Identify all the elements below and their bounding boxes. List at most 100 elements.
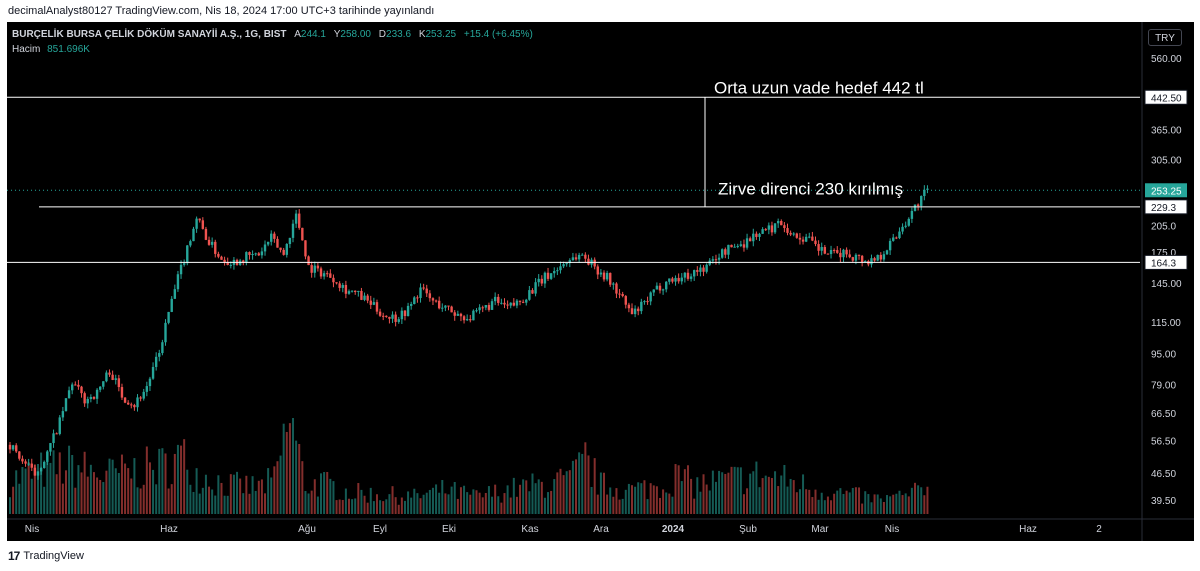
- price-axis-badge: [1144, 199, 1188, 215]
- candle-body: [248, 252, 251, 255]
- volume-bar: [46, 451, 49, 514]
- volume-legend: Hacim 851.696K: [12, 44, 90, 55]
- volume-bar: [730, 466, 733, 514]
- volume-bar: [820, 492, 823, 514]
- volume-bar: [407, 491, 410, 514]
- candle-body: [649, 292, 652, 302]
- volume-bar: [176, 444, 179, 514]
- price-axis-label: 205.0: [1151, 222, 1176, 233]
- candle-body: [615, 283, 618, 294]
- volume-bar: [167, 488, 170, 514]
- candle-body: [357, 290, 360, 292]
- candle-body: [780, 220, 783, 226]
- volume-bar: [354, 498, 357, 514]
- volume-bar: [848, 492, 851, 514]
- candle-body: [668, 278, 671, 282]
- candle-body: [640, 301, 643, 312]
- candle-body: [285, 244, 288, 255]
- volume-bar: [587, 455, 590, 514]
- price-axis-label: 175.0: [1151, 248, 1176, 259]
- volume-bar: [148, 462, 151, 514]
- candle-body: [745, 238, 749, 248]
- time-axis-label: Haz: [1019, 524, 1037, 535]
- volume-bar: [469, 494, 472, 514]
- candle-body: [562, 264, 565, 267]
- candlestick-chart[interactable]: Orta uzun vade hedef 442 tl Zirve direnci…: [7, 22, 1194, 541]
- candle-body: [39, 468, 43, 472]
- volume-bar: [89, 464, 92, 514]
- candle-body: [204, 228, 208, 240]
- candle-body: [341, 284, 344, 288]
- volume-bar: [142, 484, 145, 514]
- candle-body: [693, 270, 696, 277]
- volume-bar: [223, 495, 226, 514]
- candle-body: [310, 265, 313, 273]
- candle-body: [627, 304, 631, 309]
- candle-body: [102, 381, 105, 387]
- candle-body: [229, 264, 233, 266]
- volume-bar: [634, 486, 637, 514]
- candle-body: [773, 223, 777, 233]
- candle-body: [665, 281, 668, 290]
- candle-body: [503, 302, 506, 305]
- candle-body: [98, 386, 102, 390]
- candle-body: [546, 272, 550, 279]
- volume-bar: [139, 488, 142, 514]
- volume-bar: [295, 440, 298, 514]
- candle-body: [540, 278, 544, 284]
- volume-bar: [341, 499, 344, 514]
- candle-body: [493, 296, 497, 302]
- candle-body: [478, 307, 481, 311]
- candle-body: [714, 259, 718, 261]
- candle-body: [251, 253, 254, 255]
- candle-body: [301, 227, 304, 241]
- candle-body: [901, 226, 904, 232]
- candle-body: [923, 189, 926, 197]
- volume-bar: [786, 486, 789, 514]
- volume-bar: [571, 460, 574, 514]
- candle-body: [378, 311, 382, 316]
- candle-body: [257, 253, 260, 256]
- candle-body: [621, 293, 624, 297]
- candle-body: [416, 297, 419, 299]
- volume-bar: [382, 501, 385, 514]
- volume-bar: [397, 504, 400, 514]
- candle-body: [907, 218, 910, 226]
- candle-body: [133, 405, 136, 408]
- currency-button[interactable]: TRY: [1148, 29, 1182, 46]
- volume-bar: [183, 439, 186, 514]
- tradingview-logo-icon: 17: [8, 549, 20, 563]
- candle-body: [192, 228, 195, 242]
- candle-body: [515, 300, 519, 306]
- candle-body: [770, 225, 774, 233]
- candle-body: [571, 257, 575, 261]
- volume-bar: [49, 462, 52, 514]
- candle-body: [214, 241, 217, 254]
- candle-body: [528, 290, 531, 300]
- volume-bar: [453, 482, 456, 514]
- candle-body: [481, 307, 484, 309]
- volume-bar: [24, 468, 27, 514]
- publish-line: decimalAnalyst80127 TradingView.com, Nis…: [8, 5, 435, 17]
- volume-bar: [77, 465, 80, 514]
- volume-bar: [114, 468, 117, 514]
- candle-body: [130, 404, 133, 406]
- candle-body: [525, 299, 528, 303]
- volume-bar: [876, 494, 879, 514]
- volume-bar: [615, 488, 618, 514]
- volume-bar: [755, 461, 758, 514]
- candle-body: [307, 256, 310, 266]
- volume-bar: [631, 485, 633, 514]
- chart-panel[interactable]: Orta uzun vade hedef 442 tl Zirve direnci…: [7, 22, 1194, 541]
- volume-bar: [683, 469, 686, 514]
- time-axis-label: Haz: [160, 524, 178, 535]
- volume-bar: [693, 498, 696, 514]
- volume-bar: [33, 464, 36, 514]
- volume-bar: [332, 481, 335, 514]
- volume-bar: [823, 500, 826, 514]
- volume-bar: [456, 498, 459, 514]
- candle-body: [829, 250, 833, 255]
- candle-body: [565, 263, 568, 265]
- candle-body: [752, 233, 755, 242]
- volume-bar: [826, 496, 829, 514]
